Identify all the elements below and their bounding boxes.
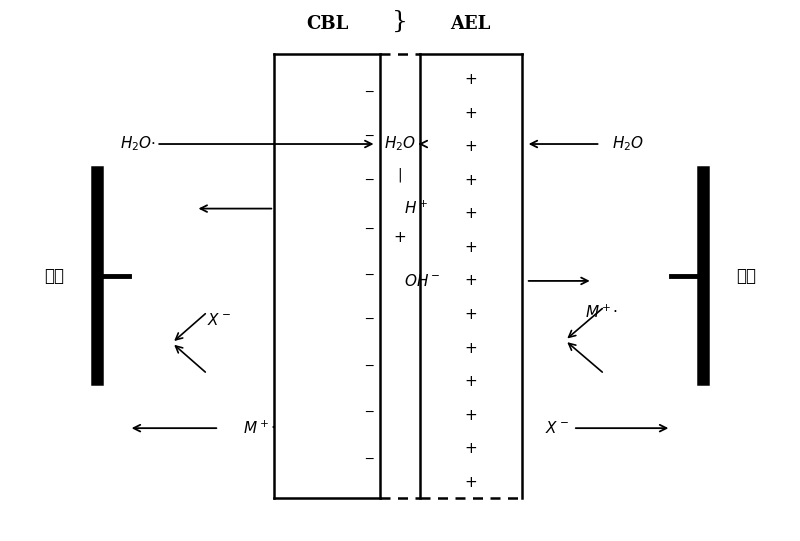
Text: AEL: AEL [450,15,491,33]
Text: $X^-$: $X^-$ [546,420,570,436]
Text: $X^-$: $X^-$ [207,312,231,328]
Text: ─: ─ [365,313,372,326]
Text: ─: ─ [365,130,372,143]
Text: +: + [464,105,477,121]
Text: }: } [392,10,408,33]
Text: CBL: CBL [306,15,349,33]
Text: $H_2O$·: $H_2O$· [120,135,156,153]
Text: $M^+·$: $M^+·$ [585,304,618,321]
Text: +: + [464,139,477,154]
Text: ─: ─ [365,453,372,466]
Text: +: + [394,229,406,245]
Text: ─: ─ [365,406,372,419]
Text: $H_2O$: $H_2O$ [384,135,416,153]
Text: +: + [464,374,477,389]
Text: ─: ─ [365,223,372,236]
Text: ─: ─ [365,174,372,187]
Text: $OH^-$: $OH^-$ [404,273,441,289]
Text: ─: ─ [365,269,372,282]
Text: ─: ─ [365,360,372,373]
Text: +: + [464,341,477,355]
Text: +: + [464,173,477,188]
Text: |: | [398,168,402,182]
Text: +: + [464,307,477,322]
Text: +: + [464,408,477,423]
Text: +: + [464,206,477,221]
Text: ─: ─ [365,86,372,99]
Text: +: + [464,273,477,288]
Text: +: + [464,441,477,456]
Text: +: + [464,475,477,490]
Text: 阴极: 阴极 [44,267,64,285]
Text: $M^+·$: $M^+·$ [242,419,276,437]
Text: $H^+$: $H^+$ [404,200,428,217]
Text: 阳极: 阳极 [736,267,756,285]
Text: +: + [464,240,477,255]
Text: +: + [464,72,477,87]
Text: $H_2O$: $H_2O$ [612,135,644,153]
